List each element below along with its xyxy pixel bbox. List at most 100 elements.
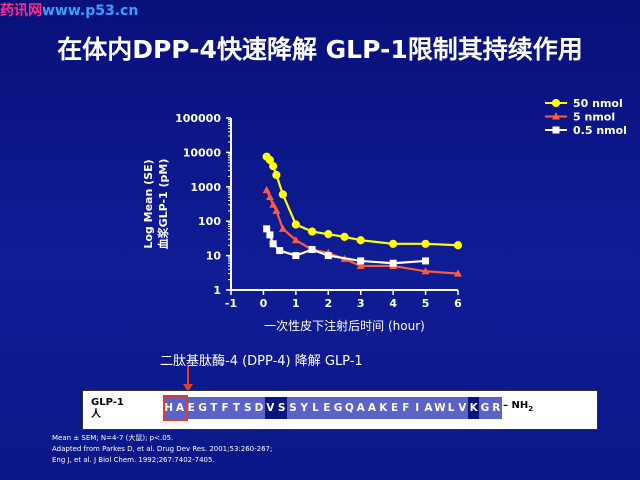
data-point [269, 240, 277, 248]
data-point [269, 200, 278, 208]
data-point [272, 170, 281, 180]
amino-acid: D [253, 397, 265, 419]
data-point [453, 241, 463, 250]
y-axis-title-line2: 血浆GLP-1 (pM) [156, 159, 170, 250]
amino-acid: S [275, 397, 288, 419]
amino-acid: H [163, 397, 175, 419]
data-point [356, 261, 365, 269]
amino-acid: K [468, 397, 480, 419]
x-tick-label: -1 [225, 297, 237, 310]
amino-acid: L [309, 397, 322, 419]
data-point [324, 252, 332, 260]
amino-acid: Q [343, 397, 356, 419]
amino-acid: W [434, 397, 446, 419]
data-point [421, 267, 430, 275]
legend-label: 5 nmol [573, 111, 615, 124]
x-tick-label: 2 [324, 297, 332, 310]
data-point [263, 225, 271, 233]
x-tick-label: 4 [389, 297, 397, 310]
legend-marker [551, 98, 561, 108]
watermark: 药讯网www.p53.cn [0, 0, 138, 20]
data-point [291, 220, 300, 229]
data-point [278, 224, 287, 232]
amino-acid: V [264, 397, 276, 419]
legend-marker [552, 112, 560, 120]
dpp4-degradation-note: 二肽基肽酶-4 (DPP-4) 降解 GLP-1 [160, 354, 363, 369]
data-point [389, 239, 398, 248]
amino-acid: I [411, 397, 423, 419]
amino-acid: A [174, 397, 186, 419]
data-point [265, 192, 274, 201]
amino-acid: T [230, 397, 243, 419]
x-tick-label: 5 [422, 297, 430, 310]
amino-acid: E [185, 397, 197, 419]
amino-acid: A [355, 397, 367, 419]
amino-acid: S [242, 397, 254, 419]
data-point [278, 190, 287, 199]
data-point [421, 239, 430, 248]
cleavage-arrow-head [183, 384, 193, 392]
y-axis-title-line1: Log Mean (SE) [142, 159, 155, 248]
amino-acid: E [388, 397, 401, 419]
amino-acid: T [208, 397, 220, 419]
c-terminus-subscript: 2 [528, 405, 534, 413]
legend-label: 0.5 nmol [573, 124, 627, 137]
y-tick-label: 1 [213, 284, 221, 297]
slide-title: 在体内DPP-4快速降解 GLP-1限制其持续作用 [57, 35, 583, 64]
amino-acid: Y [298, 397, 310, 419]
y-tick-label: 100000 [175, 112, 221, 125]
amino-acid: F [219, 397, 231, 419]
data-point [389, 259, 397, 267]
amino-acid: L [445, 397, 457, 419]
y-tick-label: 1000 [190, 181, 221, 194]
data-point [324, 230, 333, 239]
amino-acid: G [332, 397, 344, 419]
amino-acid: V [456, 397, 469, 419]
sequence-label-name: GLP-1 [91, 397, 124, 408]
data-point [262, 185, 271, 194]
data-point [272, 206, 281, 214]
data-point [454, 269, 462, 277]
data-point [266, 231, 274, 239]
amino-acid: K [377, 397, 389, 419]
legend-label: 50 nmol [573, 97, 623, 110]
data-point [307, 227, 317, 236]
references: Mean ± SEM; N=4-7 (大鼠); p<.05. Adapted fr… [52, 433, 272, 466]
data-point [276, 247, 284, 255]
x-tick-label: 1 [292, 297, 300, 310]
legend-marker [552, 126, 560, 134]
y-tick-label: 10000 [183, 146, 222, 159]
amino-acid: G [479, 397, 491, 419]
reference-line: Adapted from Parkes D, et al. Drug Dev R… [52, 445, 273, 453]
y-tick-label: 10 [206, 250, 222, 263]
x-tick-label: 6 [454, 297, 462, 310]
x-tick-label: 3 [357, 297, 365, 310]
series-line-0 [265, 155, 459, 247]
amino-acid: S [287, 397, 299, 419]
series-line-2 [265, 228, 426, 265]
c-terminus-label: – NH2 [503, 400, 533, 413]
data-point [422, 257, 430, 265]
reference-line: Mean ± SEM; N=4-7 (大鼠); p<.05. [52, 434, 174, 442]
x-tick-label: 0 [260, 297, 268, 310]
y-tick-label: 100 [198, 215, 221, 228]
sequence-label-species: 人 [91, 409, 101, 420]
watermark-site-name: 药讯网 [0, 3, 42, 19]
amino-acid: A [366, 397, 378, 419]
reference-line: Eng J, et al. J Biol Chem. 1992;267:7402… [52, 456, 215, 464]
cleavage-site-highlight [163, 395, 188, 421]
amino-acid: R [490, 397, 502, 419]
watermark-url: www.p53.cn [42, 3, 139, 19]
amino-acid: F [400, 397, 412, 419]
data-point [291, 236, 300, 244]
data-point [308, 246, 316, 254]
data-point [356, 236, 365, 245]
amino-acid: A [422, 397, 435, 419]
x-axis-title: 一次性皮下注射后时间 (hour) [264, 318, 425, 333]
data-point [340, 232, 349, 241]
sequence-label: GLP-1 人 [91, 397, 124, 421]
data-point [269, 161, 278, 171]
amino-acid: E [321, 397, 333, 419]
